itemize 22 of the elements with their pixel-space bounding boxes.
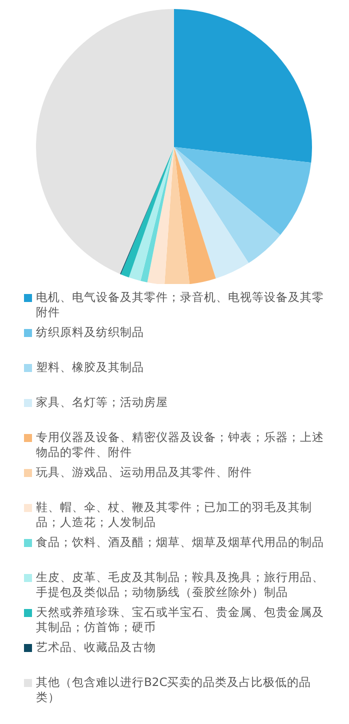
legend-label: 纺织原料及纺织制品 — [36, 325, 145, 340]
pie-slice — [174, 147, 312, 235]
legend-label: 塑料、橡胶及其制品 — [36, 360, 145, 375]
legend-label: 食品；饮料、酒及醋；烟草、烟草及烟草代用品的制品 — [36, 535, 325, 550]
legend-label: 专用仪器及设备、精密仪器及设备；钟表；乐器；上述物品的零件、附件 — [36, 430, 325, 460]
legend-label: 电机、电气设备及其零件；录音机、电视等设备及其零附件 — [36, 290, 325, 320]
legend-label: 鞋、帽、伞、杖、鞭及其零件；已加工的羽毛及其制品；人造花；人发制品 — [36, 500, 313, 530]
legend-label: 艺术品、收藏品及古物 — [36, 640, 157, 655]
pie-slice — [174, 147, 249, 279]
legend-label: 其他（包含难以进行B2C买卖的品类及占比极低的品类） — [36, 675, 312, 705]
pie-slice — [36, 9, 174, 274]
pie-slice — [164, 147, 190, 284]
pie-slice — [128, 147, 174, 281]
pie-slice — [147, 147, 174, 284]
legend-label: 家具、名灯等；活动房屋 — [36, 395, 169, 410]
legend-label: 玩具、游戏品、运动用品及其零件、附件 — [36, 465, 253, 480]
pie-slice — [174, 147, 216, 284]
pie-slice — [174, 9, 312, 163]
legend-label: 生皮、皮革、毛皮及其制品；鞍具及挽具；旅行用品、手提包及类似品；动物肠线（蚕胶丝除外）制品 — [36, 570, 325, 600]
legend-label: 天然或养殖珍珠、宝石或半宝石、贵金属、包贵金属及其制品；仿首饰；硬币 — [36, 605, 325, 635]
pie-slice — [140, 147, 174, 282]
pie-slice — [174, 147, 280, 264]
